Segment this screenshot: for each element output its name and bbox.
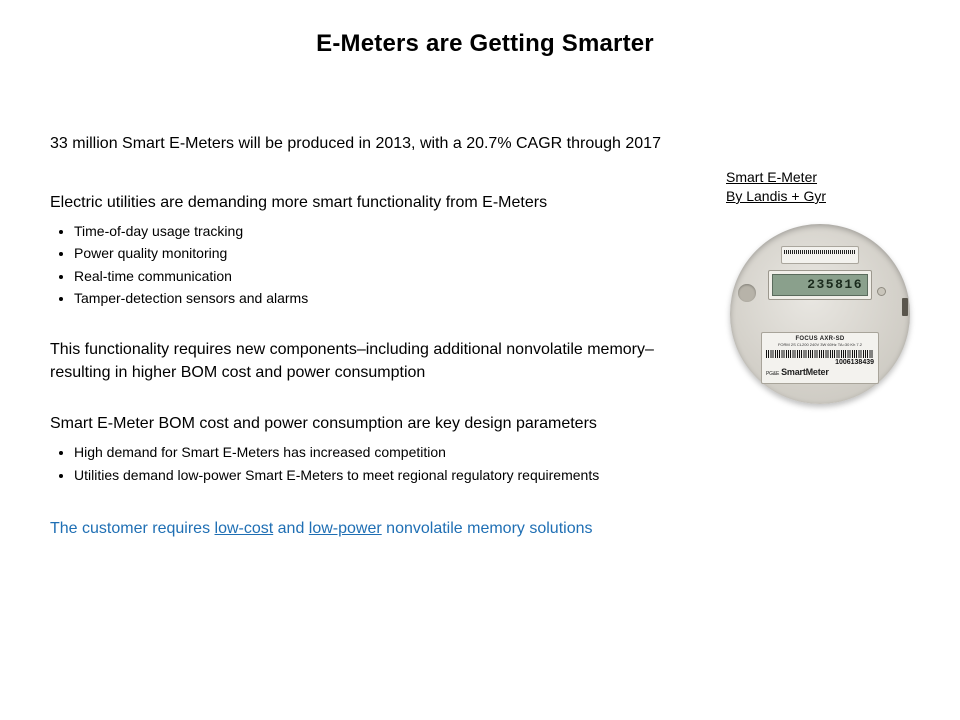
bullet-list: Time-of-day usage tracking Power quality… bbox=[50, 220, 690, 310]
conclusion-mid: and bbox=[273, 520, 309, 537]
list-item: Tamper-detection sensors and alarms bbox=[74, 287, 690, 309]
meter-top-label bbox=[781, 246, 859, 264]
caption-line2: By Landis + Gyr bbox=[726, 188, 826, 204]
meter-spec: FORM 2S CL200 240V 3W 60Hz TA=30 Kh 7.2 bbox=[766, 343, 874, 348]
meter-tab-icon bbox=[902, 298, 908, 316]
meter-knob-icon bbox=[738, 284, 756, 302]
meter-brand-small: PG&E bbox=[766, 371, 779, 377]
list-item: High demand for Smart E-Meters has incre… bbox=[74, 441, 690, 463]
barcode-icon bbox=[784, 250, 856, 254]
right-column: Smart E-Meter By Landis + Gyr 235816 FOC… bbox=[720, 118, 920, 554]
conclusion-pre: The customer requires bbox=[50, 520, 215, 537]
content-layout: 33 million Smart E-Meters will be produc… bbox=[50, 118, 920, 554]
image-caption: Smart E-Meter By Landis + Gyr bbox=[720, 168, 920, 206]
list-item: Real-time communication bbox=[74, 265, 690, 287]
bullet-list: High demand for Smart E-Meters has incre… bbox=[50, 441, 690, 486]
meter-brand: PG&ESmartMeter bbox=[766, 367, 874, 377]
lcd-readout: 235816 bbox=[807, 277, 863, 292]
conclusion-text: The customer requires low-cost and low-p… bbox=[50, 520, 690, 538]
intro-text: 33 million Smart E-Meters will be produc… bbox=[50, 134, 690, 155]
conclusion-underline-1: low-cost bbox=[215, 520, 274, 537]
left-column: 33 million Smart E-Meters will be produc… bbox=[50, 118, 700, 554]
section-bom: Smart E-Meter BOM cost and power consump… bbox=[50, 412, 690, 486]
conclusion-post: nonvolatile memory solutions bbox=[382, 520, 593, 537]
caption-line1: Smart E-Meter bbox=[726, 169, 817, 185]
list-item: Time-of-day usage tracking bbox=[74, 220, 690, 242]
meter-serial: 1006138439 bbox=[766, 359, 874, 366]
meter-lcd-frame: 235816 bbox=[768, 270, 872, 300]
smart-meter-image: 235816 FOCUS AXR-SD FORM 2S CL200 240V 3… bbox=[730, 224, 910, 404]
conclusion-underline-2: low-power bbox=[309, 520, 382, 537]
list-item: Utilities demand low-power Smart E-Meter… bbox=[74, 464, 690, 486]
slide: E-Meters are Getting Smarter 33 million … bbox=[0, 0, 960, 584]
barcode-icon bbox=[766, 350, 874, 358]
page-title: E-Meters are Getting Smarter bbox=[50, 30, 920, 58]
section-heading: Electric utilities are demanding more sm… bbox=[50, 191, 690, 214]
section-heading: Smart E-Meter BOM cost and power consump… bbox=[50, 412, 690, 435]
section-heading: This functionality requires new componen… bbox=[50, 338, 690, 384]
meter-info-label: FOCUS AXR-SD FORM 2S CL200 240V 3W 60Hz … bbox=[761, 332, 879, 384]
list-item: Power quality monitoring bbox=[74, 242, 690, 264]
meter-lcd: 235816 bbox=[772, 274, 868, 296]
section-functionality: Electric utilities are demanding more sm… bbox=[50, 191, 690, 310]
meter-dot-icon bbox=[877, 287, 886, 296]
meter-brand-text: SmartMeter bbox=[781, 367, 829, 377]
section-components: This functionality requires new componen… bbox=[50, 338, 690, 384]
